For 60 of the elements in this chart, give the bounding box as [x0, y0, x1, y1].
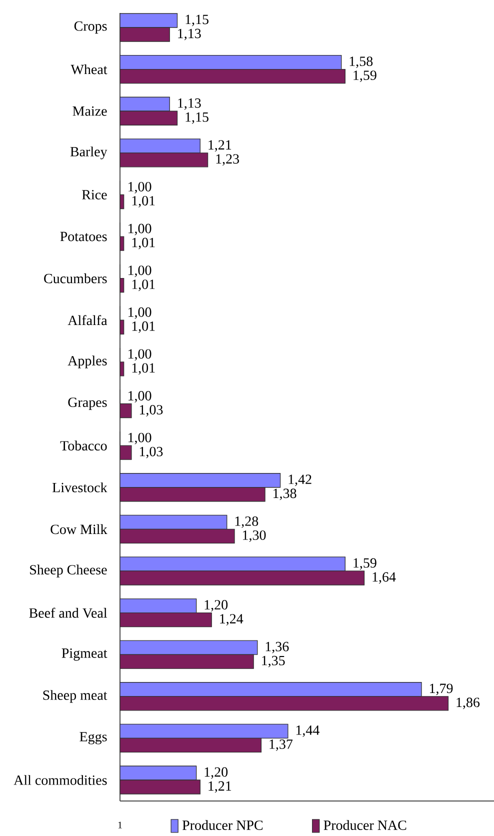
y-tick-label: Crops	[74, 21, 107, 34]
data-label: 1,00	[128, 432, 152, 444]
data-label: 1,36	[266, 642, 289, 654]
y-tick-label: Maize	[72, 106, 107, 116]
y-tick-label: Eggs	[80, 732, 107, 744]
data-label: 1,24	[220, 614, 244, 626]
text: 1	[118, 822, 122, 828]
data-label: 1,20	[204, 600, 228, 612]
data-label: 1,59	[354, 70, 376, 82]
data-label: 1,13	[178, 28, 201, 40]
data-label: 1,37	[270, 740, 293, 751]
data-label: 1,86	[456, 698, 480, 710]
data-label: 1,15	[186, 14, 208, 26]
data-label: 1,03	[140, 446, 163, 458]
data-label: 1,59	[354, 558, 376, 570]
y-tick-label: Tobacco	[60, 440, 107, 450]
data-label: 1,44	[296, 726, 320, 737]
data-label: 1,15	[186, 112, 208, 124]
data-label: 1,00	[128, 224, 152, 236]
data-label: 1,01	[132, 238, 155, 250]
data-label: 1,35	[262, 656, 285, 668]
data-label: 1,01	[132, 196, 155, 208]
data-label: 1,64	[372, 572, 396, 584]
data-label: 1,30	[242, 530, 266, 542]
data-label: 1,21	[208, 781, 232, 793]
data-label: 1,13	[178, 98, 201, 110]
data-label: 1,01	[132, 321, 155, 333]
y-tick-label: Beef and Veal	[29, 608, 108, 618]
data-label: 1,03	[140, 405, 163, 416]
data-label: 1,79	[430, 684, 453, 696]
data-label: 1,20	[204, 767, 228, 779]
data-label: 1,42	[288, 474, 312, 486]
y-tick-label: Cucumbers	[44, 273, 107, 284]
y-tick-label: Cow Milk	[50, 524, 108, 534]
y-tick-label: Pigmeat	[62, 648, 108, 661]
y-tick-label: Sheep Cheese	[30, 564, 107, 578]
legend-label: Producer NPC	[182, 820, 263, 830]
y-tick-label: Apples	[68, 356, 107, 368]
data-label: 1,58	[350, 56, 373, 68]
data-label: 1,00	[128, 266, 152, 278]
data-label: 1,21	[208, 140, 232, 152]
data-label: 1,01	[132, 280, 155, 292]
data-label: 1,00	[128, 307, 152, 319]
data-label: 1,28	[235, 516, 258, 528]
data-label: 1,00	[128, 391, 152, 402]
data-label: 1,23	[216, 154, 239, 166]
y-tick-label: Rice	[82, 190, 107, 200]
y-tick-label: Alfalfa	[68, 315, 108, 326]
data-label: 1,38	[274, 488, 296, 500]
y-tick-label: Barley	[70, 146, 108, 160]
data-label: 1,00	[128, 182, 152, 194]
y-tick-label: All commodities	[14, 775, 107, 785]
data-label: 1,01	[132, 363, 155, 375]
legend-label: Producer NAC	[324, 820, 406, 830]
y-tick-label: Livestock	[52, 482, 108, 492]
y-tick-label: Grapes	[68, 398, 107, 410]
data-label: 1,00	[128, 349, 152, 361]
y-tick-label: Sheep meat	[43, 690, 108, 703]
y-tick-label: Potatoes	[60, 232, 107, 242]
y-tick-label: Wheat	[70, 64, 108, 74]
